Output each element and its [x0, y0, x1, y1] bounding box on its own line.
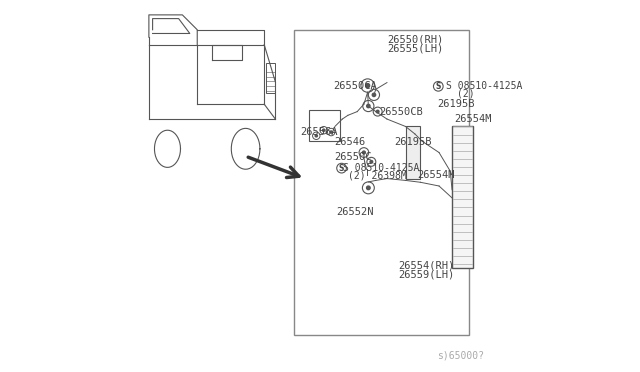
Text: (2): (2): [457, 89, 474, 99]
Text: 26195B: 26195B: [437, 99, 475, 109]
Text: 26554M: 26554M: [454, 114, 492, 124]
Text: 26552N: 26552N: [337, 207, 374, 217]
Circle shape: [365, 84, 370, 87]
Circle shape: [376, 110, 379, 113]
Text: 26195B: 26195B: [394, 137, 432, 147]
Circle shape: [362, 151, 365, 154]
Text: 26550C: 26550C: [335, 152, 372, 162]
Text: 26550CA: 26550CA: [333, 81, 377, 91]
Circle shape: [323, 129, 325, 131]
Text: S 08510-4125A: S 08510-4125A: [343, 163, 419, 173]
Circle shape: [315, 135, 317, 137]
Text: 26550CB: 26550CB: [380, 107, 423, 116]
Bar: [266, 63, 275, 93]
Circle shape: [367, 186, 370, 190]
Circle shape: [372, 93, 376, 97]
Circle shape: [330, 131, 332, 133]
Text: s)65000?: s)65000?: [436, 351, 484, 361]
Bar: [452, 126, 472, 268]
Text: (2) 26398M: (2) 26398M: [348, 171, 406, 180]
Text: 26556A: 26556A: [300, 127, 338, 137]
Text: S: S: [436, 82, 441, 91]
Text: 26554(RH): 26554(RH): [398, 261, 454, 271]
Text: 26550(RH): 26550(RH): [387, 34, 444, 44]
Text: 26554M: 26554M: [417, 170, 455, 180]
Text: 26559(LH): 26559(LH): [398, 270, 454, 279]
Bar: [406, 126, 420, 179]
Bar: [309, 110, 340, 141]
Text: 26555(LH): 26555(LH): [387, 44, 444, 53]
Text: S: S: [339, 164, 344, 173]
Circle shape: [370, 160, 372, 163]
Text: 26546: 26546: [334, 137, 365, 147]
Bar: [294, 30, 468, 335]
Text: S 08510-4125A: S 08510-4125A: [447, 81, 523, 91]
Circle shape: [367, 105, 370, 108]
